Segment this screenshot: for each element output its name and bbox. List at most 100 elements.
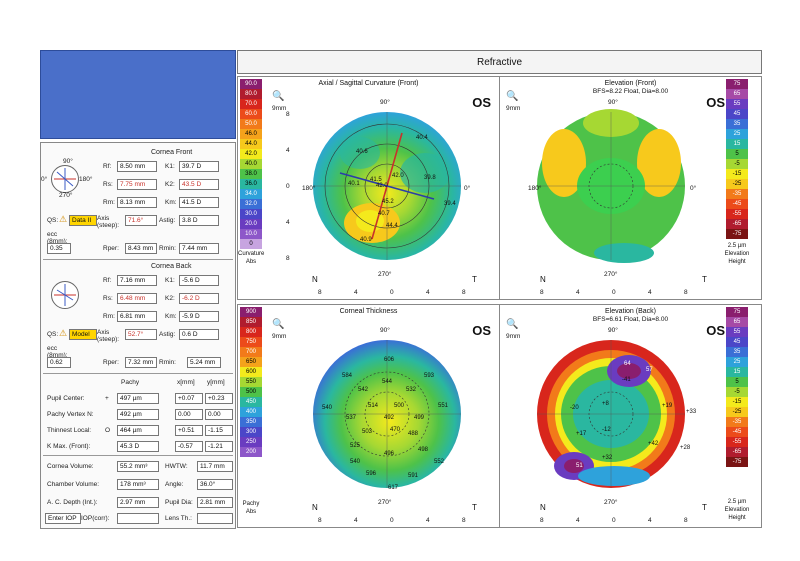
scale-step: 750 xyxy=(240,337,262,347)
scale-step: 34.0 xyxy=(240,189,262,199)
scale-step: -45 xyxy=(726,199,748,209)
scale-caption: Elevation xyxy=(724,251,750,257)
elevation-front-map xyxy=(537,109,685,263)
zoom-icon[interactable]: 🔍 xyxy=(272,319,285,330)
front-qs-value[interactable]: Data II xyxy=(69,215,97,226)
deg-label: 90° xyxy=(608,99,618,106)
zoom-icon[interactable]: 🔍 xyxy=(272,91,285,102)
pachy-color-scale: 900 850 800 750 700 650 600 550 500 450 … xyxy=(240,307,262,457)
thickness-value: 617 xyxy=(388,485,399,491)
elevation-value: 51 xyxy=(576,463,583,469)
back-qs-label: QS: xyxy=(47,331,59,338)
scale-caption: Abs xyxy=(245,259,257,265)
rf-label: Rf: xyxy=(103,277,112,284)
display-title-bar: Refractive xyxy=(237,50,762,74)
map-title: Elevation (Front) xyxy=(604,80,657,87)
row-label: K Max. (Front): xyxy=(47,443,91,450)
elevation-value: +19 xyxy=(662,403,673,409)
x-tick: 4 xyxy=(576,517,580,524)
zoom-icon[interactable]: 🔍 xyxy=(506,91,519,102)
pachy-col-header: Pachy xyxy=(121,379,140,386)
elevation-value: +32 xyxy=(602,455,613,461)
angle-value: 36.0° xyxy=(197,479,233,490)
thickness-value: 500 xyxy=(394,403,405,409)
thickness-value: 514 xyxy=(368,403,379,409)
divider xyxy=(43,455,233,456)
curvature-value: 41.5 xyxy=(370,177,382,183)
eye-label: OS xyxy=(472,95,491,110)
scale-step: -55 xyxy=(726,437,748,447)
scale-step: 75 xyxy=(726,307,748,317)
elevation-value: 64 xyxy=(624,361,631,367)
axial-curvature-map-panel: 90.0 80.0 70.0 60.0 50.0 46.0 44.0 42.0 … xyxy=(237,76,500,300)
x-tick: 8 xyxy=(318,517,322,524)
row-x: +0.51 xyxy=(175,425,203,436)
elevation-color-scale: 75 65 55 45 35 25 15 5 -5 -15 -25 -35 -4… xyxy=(726,307,748,467)
x-tick: 4 xyxy=(426,517,430,524)
scale-step: -55 xyxy=(726,209,748,219)
display-title: Refractive xyxy=(476,56,522,68)
back-rper-value: 7.32 mm xyxy=(125,357,157,368)
map-title: Axial / Sagittal Curvature (Front) xyxy=(318,80,419,87)
iop-corr-field[interactable] xyxy=(117,513,159,524)
scale-step: 700 xyxy=(240,347,262,357)
x-tick: 4 xyxy=(648,517,652,524)
curvature-value: 40.4 xyxy=(416,135,428,141)
row-pachy: 492 µm xyxy=(117,409,159,420)
front-rs-value: 7.75 mm xyxy=(117,179,157,190)
elevation-back-map-panel: Elevation (Back) BFS=6.61 Float, Dia=8.0… xyxy=(499,304,762,528)
scale-step: 36.0 xyxy=(240,179,262,189)
scale-step: 65 xyxy=(726,317,748,327)
eye-label: OS xyxy=(706,323,725,338)
x-tick: 8 xyxy=(462,289,466,296)
thickness-value: 542 xyxy=(358,387,369,393)
row-label: Thinnest Local: xyxy=(47,427,92,434)
enter-iop-button[interactable]: Enter IOP xyxy=(45,513,81,524)
scale-caption: 2.5 µm xyxy=(727,243,747,249)
thickness-value: 584 xyxy=(342,373,353,379)
pupil-dia-value: 2.81 mm xyxy=(197,497,233,508)
thickness-value: 470 xyxy=(390,427,401,433)
front-ecc-value: 0.35 xyxy=(47,243,71,254)
deg-label: 270° xyxy=(378,499,392,506)
scale-step: -75 xyxy=(726,457,748,467)
scale-caption: Pachy xyxy=(242,501,260,507)
scale-step: 90.0 xyxy=(240,79,262,89)
row-pachy: 464 µm xyxy=(117,425,159,436)
deg-label: 90° xyxy=(608,327,618,334)
front-rm-value: 8.13 mm xyxy=(117,197,157,208)
scale-step: 15 xyxy=(726,139,748,149)
back-rmin-label: Rmin: xyxy=(159,359,176,366)
curvature-color-scale: 90.0 80.0 70.0 60.0 50.0 46.0 44.0 42.0 … xyxy=(240,79,262,249)
front-astig-label: Astig: xyxy=(159,217,176,224)
thickness-value: 540 xyxy=(322,405,333,411)
front-rmin-value: 7.44 mm xyxy=(179,243,219,254)
divider xyxy=(43,373,233,374)
cornea-back-title: Cornea Back xyxy=(151,263,192,270)
scale-step: 650 xyxy=(240,357,262,367)
front-qs-label: QS: xyxy=(47,217,59,224)
zoom-icon[interactable]: 🔍 xyxy=(506,319,519,330)
back-qs-value[interactable]: Model xyxy=(69,329,97,340)
deg-label: 0° xyxy=(690,185,697,192)
map-subtitle: BFS=8.22 Float, Dia=8.00 xyxy=(592,88,669,95)
scale-step: 900 xyxy=(240,307,262,317)
row-marker: + xyxy=(105,395,109,402)
scale-step: 45 xyxy=(726,109,748,119)
lens-thickness-field[interactable] xyxy=(197,513,233,524)
elevation-value: -12 xyxy=(602,427,611,433)
divider xyxy=(43,259,233,260)
corneal-thickness-map-panel: 900 850 800 750 700 650 600 550 500 450 … xyxy=(237,304,500,528)
scale-step: 450 xyxy=(240,397,262,407)
rf-label: Rf: xyxy=(103,163,112,170)
scale-step: -65 xyxy=(726,219,748,229)
scale-caption: Height xyxy=(728,515,746,521)
curvature-value: 45.2 xyxy=(382,199,394,205)
curvature-value: 40.6 xyxy=(356,149,368,155)
scale-step: 40.0 xyxy=(240,159,262,169)
scale-step: 32.0 xyxy=(240,199,262,209)
front-axis-value: 71.6° xyxy=(125,215,157,226)
chamber-volume-label: Chamber Volume: xyxy=(47,481,100,488)
nasal-label: N xyxy=(540,503,546,512)
scale-step: 250 xyxy=(240,437,262,447)
